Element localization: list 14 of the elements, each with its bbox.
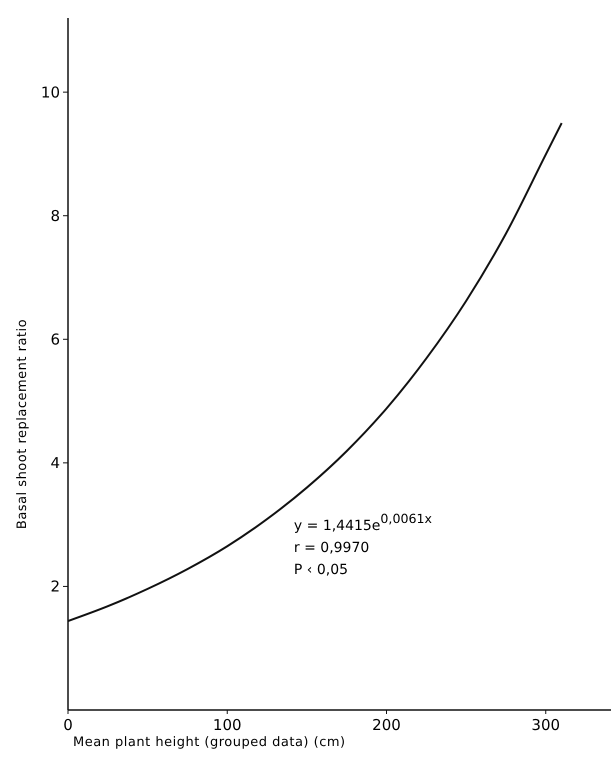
x-tick-label: 200 [372,716,401,734]
y-tick-label: 4 [50,454,60,472]
y-tick-label: 8 [50,206,60,225]
y-tick-label: 10 [40,83,60,102]
x-axis-title: Mean plant height (grouped data) (cm) [73,735,346,750]
x-tick-label: 300 [531,716,560,734]
annotation: y = 1,4415e$^{0,0061x}$ [294,510,432,534]
x-tick-label: 100 [212,716,242,734]
y-tick-label: 2 [50,578,60,596]
annotation: r = 0,9970 [294,540,370,556]
y-tick-label: 6 [50,330,60,349]
y-axis-title: Basal shoot replacement ratio [15,318,30,530]
annotation: P ‹ 0,05 [294,562,348,578]
x-tick-label: 0 [63,716,73,734]
